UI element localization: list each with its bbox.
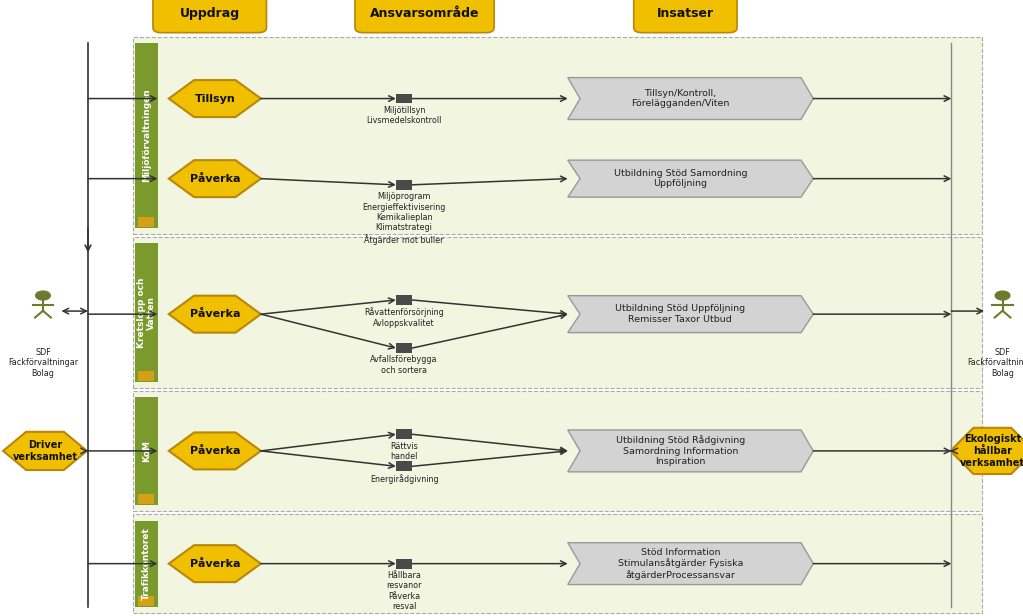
Polygon shape	[169, 160, 261, 197]
Text: Kretslopp och
Vatten: Kretslopp och Vatten	[137, 277, 155, 348]
FancyBboxPatch shape	[133, 237, 982, 388]
FancyBboxPatch shape	[135, 397, 158, 505]
Text: Avfallsförebygga
och sortera: Avfallsförebygga och sortera	[370, 355, 438, 375]
Text: SDF
Fackförvaltningar
Bolag: SDF Fackförvaltningar Bolag	[8, 348, 78, 378]
FancyBboxPatch shape	[396, 295, 412, 305]
Text: Rättvis
handel: Rättvis handel	[390, 442, 418, 461]
Text: SDF
Fackförvaltningar
Bolag: SDF Fackförvaltningar Bolag	[968, 348, 1023, 378]
FancyBboxPatch shape	[135, 521, 158, 607]
FancyBboxPatch shape	[396, 180, 412, 190]
FancyBboxPatch shape	[396, 429, 412, 439]
FancyBboxPatch shape	[133, 391, 982, 511]
Text: Uppdrag: Uppdrag	[180, 7, 239, 20]
Circle shape	[36, 291, 50, 300]
FancyBboxPatch shape	[138, 494, 154, 504]
Polygon shape	[568, 430, 813, 472]
Text: Råvattenförsörjning
Avloppskvalitet: Råvattenförsörjning Avloppskvalitet	[364, 307, 444, 328]
Circle shape	[995, 291, 1010, 300]
Text: Miljötillsyn
Livsmedelskontroll: Miljötillsyn Livsmedelskontroll	[366, 106, 442, 125]
Polygon shape	[3, 432, 87, 470]
Text: Ansvarsområde: Ansvarsområde	[369, 7, 480, 20]
Text: Påverka: Påverka	[189, 174, 240, 184]
Polygon shape	[568, 543, 813, 585]
Polygon shape	[568, 160, 813, 197]
Polygon shape	[568, 296, 813, 333]
FancyBboxPatch shape	[396, 461, 412, 471]
FancyBboxPatch shape	[634, 0, 737, 33]
FancyBboxPatch shape	[135, 243, 158, 382]
FancyBboxPatch shape	[135, 43, 158, 228]
Text: Utbildning Stöd Samordning
Uppföljning: Utbildning Stöd Samordning Uppföljning	[614, 169, 747, 188]
Text: Energirådgivning: Energirådgivning	[369, 474, 439, 484]
Text: Påverka: Påverka	[189, 309, 240, 319]
FancyBboxPatch shape	[138, 217, 154, 227]
Polygon shape	[568, 78, 813, 120]
Polygon shape	[169, 545, 261, 582]
Text: Påverka: Påverka	[189, 446, 240, 456]
Text: Miljöprogram
Energieffektivisering
Kemikalieplan
Klimatstrategi
Åtgärder mot bul: Miljöprogram Energieffektivisering Kemik…	[362, 192, 446, 245]
FancyBboxPatch shape	[133, 514, 982, 613]
Text: Ekologiskt
hållbar
verksamhet: Ekologiskt hållbar verksamhet	[960, 434, 1023, 468]
FancyBboxPatch shape	[138, 371, 154, 381]
FancyBboxPatch shape	[138, 596, 154, 606]
Text: Miljöförvaltningen: Miljöförvaltningen	[142, 89, 150, 182]
Text: Driver
verksamhet: Driver verksamhet	[12, 440, 78, 462]
FancyBboxPatch shape	[133, 37, 982, 234]
FancyBboxPatch shape	[396, 559, 412, 569]
Polygon shape	[169, 80, 261, 117]
Polygon shape	[169, 296, 261, 333]
Text: Tillsyn: Tillsyn	[194, 94, 235, 103]
Text: Insatser: Insatser	[657, 7, 714, 20]
Text: Stöd Information
Stimulansåtgärder Fysiska
åtgärderProcessansvar: Stöd Information Stimulansåtgärder Fysis…	[618, 548, 743, 580]
Text: Hållbara
resvanor
Påverka
resval: Hållbara resvanor Påverka resval	[387, 571, 421, 611]
Polygon shape	[950, 428, 1023, 474]
Text: Tillsyn/Kontroll,
Förelägganden/Viten: Tillsyn/Kontroll, Förelägganden/Viten	[631, 89, 729, 108]
Text: Utbildning Stöd Rådgivning
Samordning Information
Inspiration: Utbildning Stöd Rådgivning Samordning In…	[616, 436, 745, 466]
Text: KoM: KoM	[142, 440, 150, 462]
Text: Trafikkontoret: Trafikkontoret	[142, 527, 150, 600]
Text: Påverka: Påverka	[189, 559, 240, 569]
FancyBboxPatch shape	[396, 94, 412, 103]
FancyBboxPatch shape	[152, 0, 266, 33]
Text: Utbildning Stöd Uppföljning
Remisser Taxor Utbud: Utbildning Stöd Uppföljning Remisser Tax…	[615, 304, 746, 324]
FancyBboxPatch shape	[396, 343, 412, 353]
Polygon shape	[169, 432, 261, 469]
FancyBboxPatch shape	[355, 0, 494, 33]
